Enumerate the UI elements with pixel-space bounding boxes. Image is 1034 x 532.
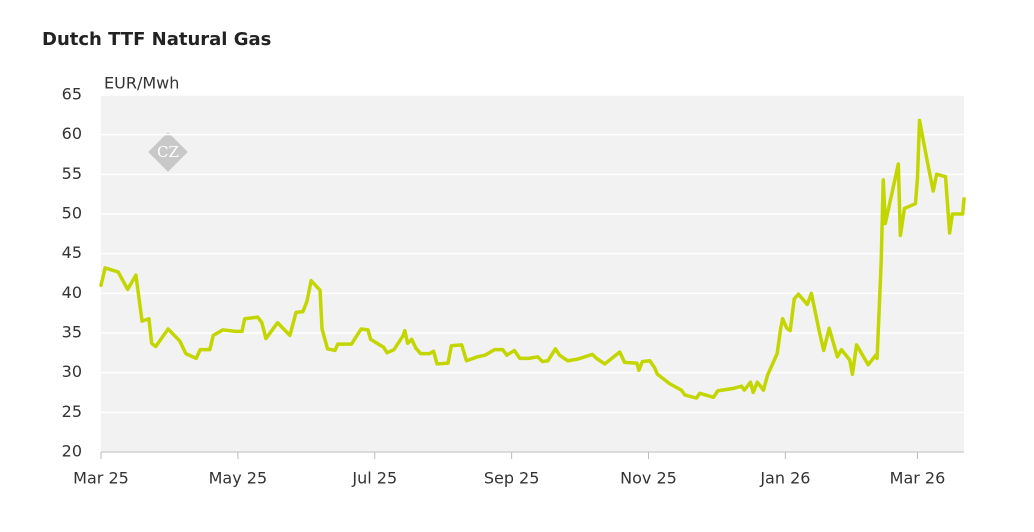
y-axis-label: EUR/Mwh <box>104 74 179 93</box>
y-tick-label: 60 <box>62 124 82 143</box>
chart-title: Dutch TTF Natural Gas <box>42 29 271 50</box>
x-tick-label: Jan 26 <box>759 469 810 488</box>
x-tick-label: Nov 25 <box>620 469 677 488</box>
y-tick-label: 30 <box>62 362 82 381</box>
y-tick-label: 25 <box>62 402 82 421</box>
y-tick-label: 35 <box>62 323 82 342</box>
x-tick-label: May 25 <box>209 469 268 488</box>
watermark-text: CZ <box>157 143 179 161</box>
y-tick-label: 20 <box>62 442 82 461</box>
watermark-diamond <box>148 132 188 172</box>
y-tick-label: 55 <box>62 164 82 183</box>
x-tick-label: Mar 25 <box>73 469 129 488</box>
y-tick-label: 40 <box>62 283 82 302</box>
y-tick-label: 50 <box>62 204 82 223</box>
x-tick-label: Mar 26 <box>890 469 946 488</box>
watermark: CZ <box>148 132 188 172</box>
x-tick-label: Jul 25 <box>351 469 397 488</box>
line-series <box>99 118 966 400</box>
x-tick-label: Sep 25 <box>484 469 540 488</box>
y-tick-label: 45 <box>62 243 82 262</box>
y-tick-label: 65 <box>62 85 82 104</box>
plot-area <box>101 95 964 452</box>
